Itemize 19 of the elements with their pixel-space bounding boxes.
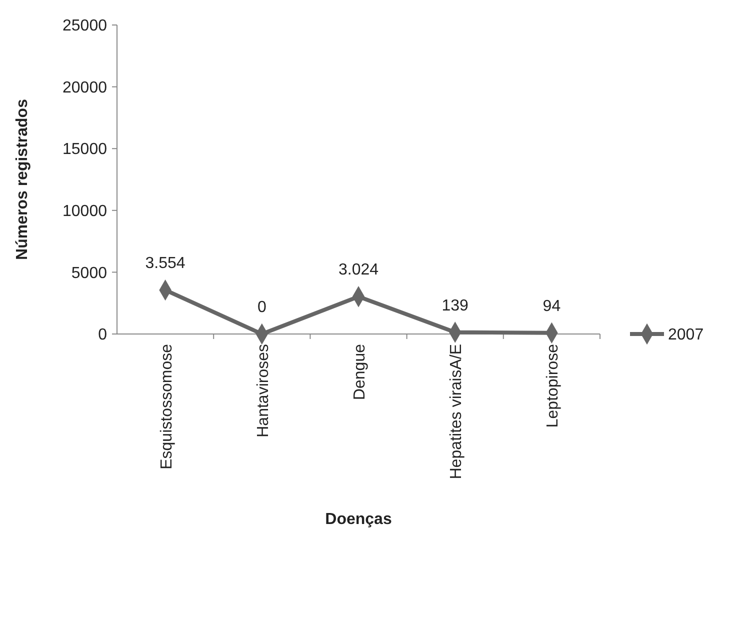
y-tick-label: 15000 [62, 141, 108, 158]
data-label: 139 [442, 297, 469, 314]
x-tick-label: Esquistossomose [158, 344, 176, 470]
data-label: 0 [257, 299, 266, 316]
x-tick-label: Leptopirose [544, 344, 562, 428]
y-tick-label: 5000 [71, 264, 108, 282]
y-axis-title: Números registrados [14, 98, 31, 260]
data-label: 3.024 [338, 262, 379, 279]
x-tick-label: Hepatites viraisA/E [448, 344, 466, 480]
y-tick-label: 20000 [62, 79, 108, 96]
x-tick-label: Dengue [352, 344, 368, 400]
legend-label: 2007 [668, 326, 704, 344]
data-label: 3.554 [145, 255, 186, 272]
x-axis-title: Doenças [325, 511, 392, 528]
data-label: 94 [542, 298, 561, 315]
y-tick-label: 0 [98, 326, 108, 344]
y-tick-label: 10000 [62, 203, 108, 220]
x-tick-label: Hantaviroses [254, 344, 272, 438]
y-tick-label: 25000 [62, 18, 108, 35]
